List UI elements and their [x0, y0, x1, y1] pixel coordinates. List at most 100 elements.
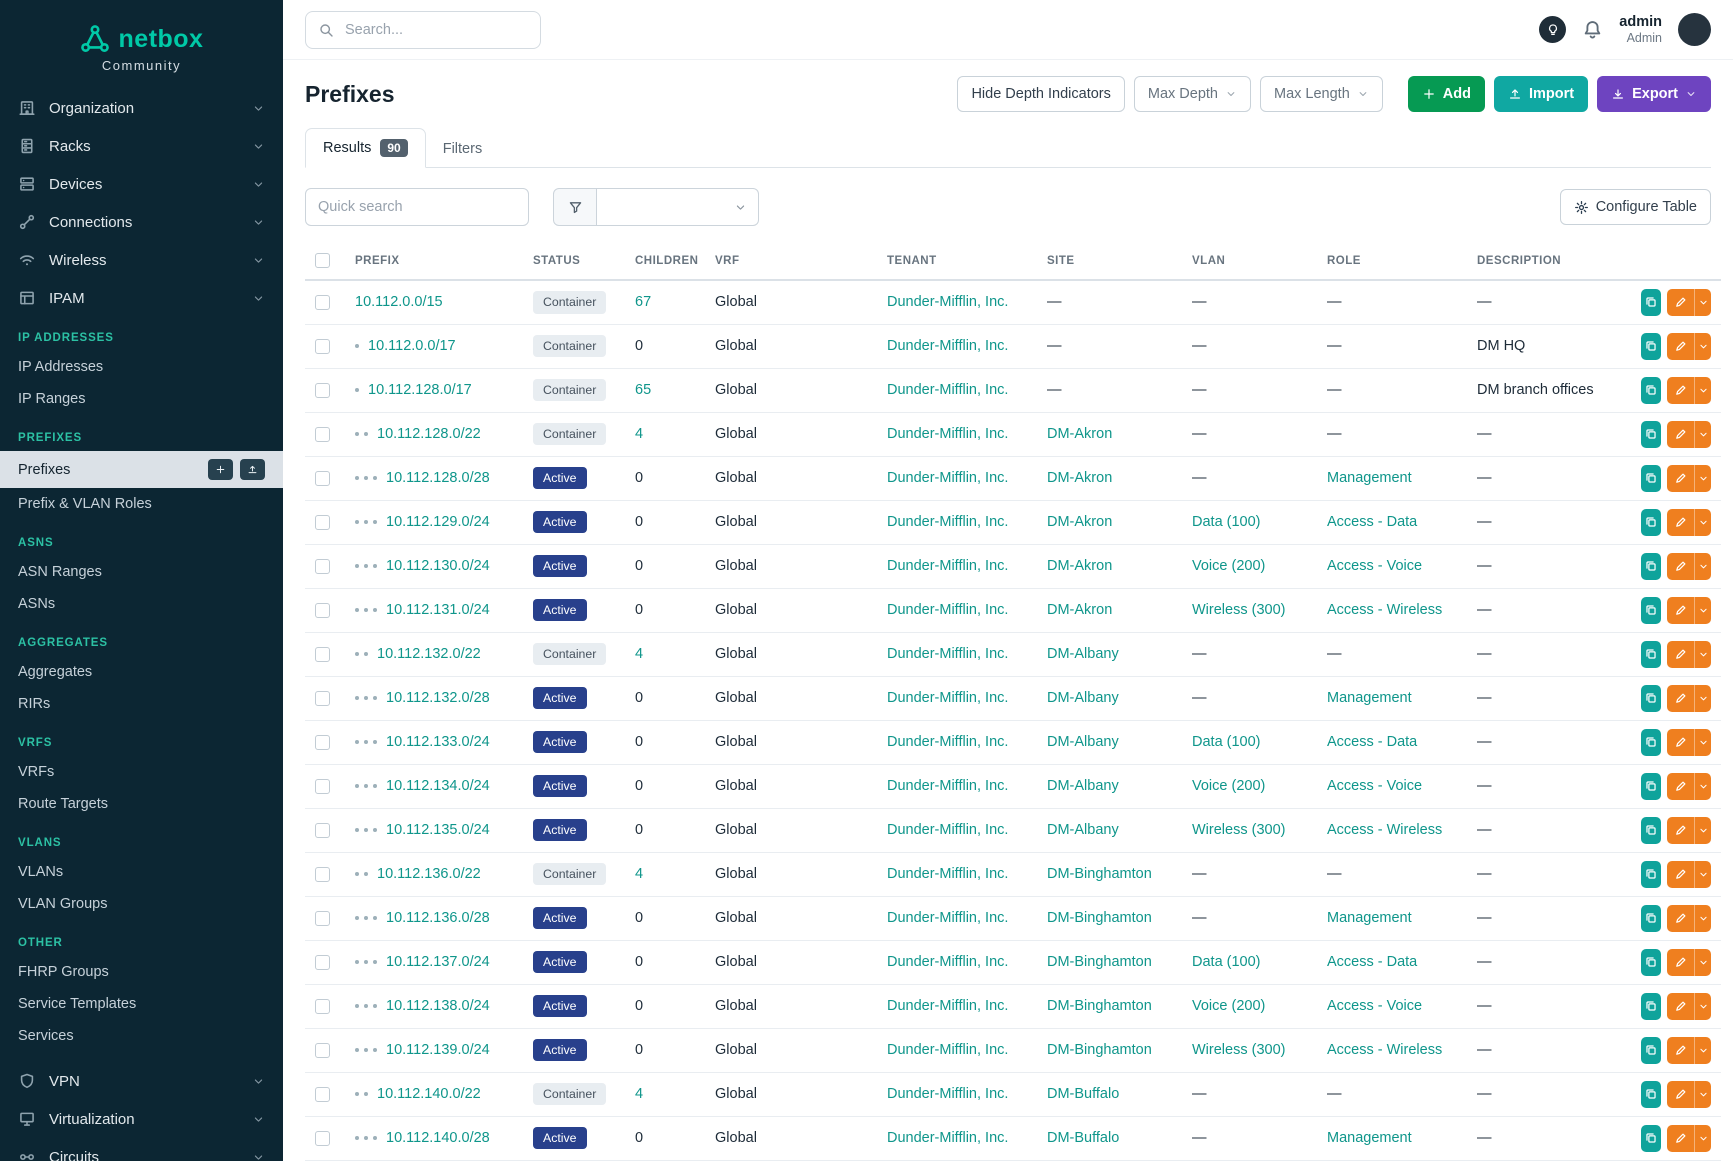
row-checkbox[interactable]	[315, 866, 330, 882]
edit-button[interactable]	[1667, 728, 1694, 756]
role-link[interactable]: Management	[1327, 1130, 1412, 1146]
row-checkbox[interactable]	[315, 294, 330, 310]
site-link[interactable]: DM-Binghamton	[1047, 954, 1152, 970]
sidebar-item-wireless[interactable]: Wireless	[0, 241, 283, 279]
copy-button[interactable]	[1641, 904, 1661, 932]
sidebar-item-fhrp-groups[interactable]: FHRP Groups	[18, 964, 109, 980]
tenant-link[interactable]: Dunder-Mifflin, Inc.	[887, 646, 1009, 662]
edit-button[interactable]	[1667, 640, 1694, 668]
sidebar-item-route-targets[interactable]: Route Targets	[18, 796, 109, 812]
sidebar-item-vlan-groups[interactable]: VLAN Groups	[18, 896, 108, 912]
edit-dropdown-caret[interactable]	[1694, 1036, 1711, 1064]
role-link[interactable]: Access - Voice	[1327, 558, 1423, 574]
sidebar-item-racks[interactable]: Racks	[0, 127, 283, 165]
edit-button[interactable]	[1667, 596, 1694, 624]
edit-dropdown-caret[interactable]	[1694, 1080, 1711, 1108]
row-checkbox[interactable]	[315, 1042, 330, 1058]
max-depth-dropdown[interactable]: Max Depth	[1133, 76, 1251, 112]
edit-button[interactable]	[1667, 992, 1694, 1020]
sidebar-item-virtualization[interactable]: Virtualization	[0, 1100, 283, 1138]
role-link[interactable]: Access - Data	[1327, 514, 1418, 530]
theme-toggle-button[interactable]	[1539, 16, 1567, 43]
edit-dropdown-caret[interactable]	[1694, 332, 1711, 360]
column-header-vrf[interactable]: VRF	[705, 242, 877, 281]
copy-button[interactable]	[1641, 640, 1661, 668]
sidebar-item-prefixes[interactable]: Prefixes	[0, 451, 283, 488]
sidebar-item-organization[interactable]: Organization	[0, 89, 283, 127]
site-link[interactable]: DM-Akron	[1047, 470, 1113, 486]
edit-dropdown-caret[interactable]	[1694, 420, 1711, 448]
edit-dropdown-caret[interactable]	[1694, 992, 1711, 1020]
sidebar-item-vlans[interactable]: VLANs	[18, 864, 64, 880]
edit-dropdown-caret[interactable]	[1694, 1124, 1711, 1152]
sidebar-item-ip-addresses[interactable]: IP Addresses	[18, 359, 104, 375]
prefix-link[interactable]: 10.112.128.0/17	[368, 382, 472, 398]
edit-dropdown-caret[interactable]	[1694, 728, 1711, 756]
site-link[interactable]: DM-Albany	[1047, 822, 1119, 838]
prefix-link[interactable]: 10.112.139.0/24	[386, 1042, 490, 1058]
tenant-link[interactable]: Dunder-Mifflin, Inc.	[887, 382, 1009, 398]
select-all-checkbox[interactable]	[315, 253, 330, 268]
edit-dropdown-caret[interactable]	[1694, 948, 1711, 976]
sidebar-item-circuits[interactable]: Circuits	[0, 1138, 283, 1161]
edit-dropdown-caret[interactable]	[1694, 552, 1711, 580]
tenant-link[interactable]: Dunder-Mifflin, Inc.	[887, 778, 1009, 794]
sidebar-item-service-templates[interactable]: Service Templates	[18, 996, 137, 1012]
tenant-link[interactable]: Dunder-Mifflin, Inc.	[887, 558, 1009, 574]
prefix-link[interactable]: 10.112.0.0/15	[355, 294, 443, 311]
sidebar-item-devices[interactable]: Devices	[0, 165, 283, 203]
site-link[interactable]: DM-Albany	[1047, 690, 1119, 706]
site-link[interactable]: DM-Akron	[1047, 426, 1113, 442]
row-checkbox[interactable]	[315, 910, 330, 926]
edit-dropdown-caret[interactable]	[1694, 904, 1711, 932]
site-link[interactable]: DM-Akron	[1047, 514, 1113, 530]
add-button[interactable]: Add	[1407, 76, 1485, 112]
prefix-link[interactable]: 10.112.135.0/24	[386, 822, 490, 838]
row-checkbox[interactable]	[315, 602, 330, 618]
edit-button[interactable]	[1667, 376, 1694, 404]
prefix-link[interactable]: 10.112.132.0/22	[377, 646, 481, 662]
children-count-link[interactable]: 4	[635, 426, 644, 442]
sidebar-item-ip-ranges[interactable]: IP Ranges	[18, 391, 86, 407]
tenant-link[interactable]: Dunder-Mifflin, Inc.	[887, 866, 1009, 882]
copy-button[interactable]	[1641, 816, 1661, 844]
row-checkbox[interactable]	[315, 954, 330, 970]
site-link[interactable]: DM-Binghamton	[1047, 910, 1152, 926]
prefix-link[interactable]: 10.112.133.0/24	[386, 734, 490, 750]
vlan-link[interactable]: Voice (200)	[1192, 778, 1266, 794]
vlan-link[interactable]: Data (100)	[1192, 734, 1261, 750]
row-checkbox[interactable]	[315, 690, 330, 706]
tenant-link[interactable]: Dunder-Mifflin, Inc.	[887, 734, 1009, 750]
copy-button[interactable]	[1641, 376, 1661, 404]
sidebar-item-ipam[interactable]: IPAM	[0, 279, 283, 317]
prefix-link[interactable]: 10.112.129.0/24	[386, 514, 490, 530]
column-header-vlan[interactable]: VLAN	[1182, 242, 1317, 281]
role-link[interactable]: Access - Wireless	[1327, 822, 1443, 838]
avatar[interactable]	[1678, 13, 1711, 46]
tenant-link[interactable]: Dunder-Mifflin, Inc.	[887, 426, 1009, 442]
hide-depth-indicators-button[interactable]: Hide Depth Indicators	[957, 76, 1125, 112]
role-link[interactable]: Access - Wireless	[1327, 1042, 1443, 1058]
prefix-link[interactable]: 10.112.130.0/24	[386, 558, 490, 574]
copy-button[interactable]	[1641, 420, 1661, 448]
prefix-link[interactable]: 10.112.128.0/22	[377, 426, 481, 442]
row-checkbox[interactable]	[315, 1086, 330, 1102]
prefix-link[interactable]: 10.112.140.0/28	[386, 1130, 490, 1146]
tab-filters[interactable]: Filters	[442, 141, 483, 157]
column-header-prefix[interactable]: PREFIX	[345, 242, 523, 281]
tenant-link[interactable]: Dunder-Mifflin, Inc.	[887, 294, 1009, 311]
tenant-link[interactable]: Dunder-Mifflin, Inc.	[887, 1042, 1009, 1058]
prefix-link[interactable]: 10.112.128.0/28	[386, 470, 490, 486]
tenant-link[interactable]: Dunder-Mifflin, Inc.	[887, 910, 1009, 926]
edit-button[interactable]	[1667, 684, 1694, 712]
row-checkbox[interactable]	[315, 558, 330, 574]
vlan-link[interactable]: Wireless (300)	[1192, 602, 1286, 618]
row-checkbox[interactable]	[315, 426, 330, 442]
children-count-link[interactable]: 4	[635, 1086, 644, 1102]
copy-button[interactable]	[1641, 992, 1661, 1020]
children-count-link[interactable]: 4	[635, 646, 644, 662]
max-length-dropdown[interactable]: Max Length	[1260, 76, 1383, 112]
sidebar-item-connections[interactable]: Connections	[0, 203, 283, 241]
tenant-link[interactable]: Dunder-Mifflin, Inc.	[887, 470, 1009, 486]
role-link[interactable]: Access - Voice	[1327, 998, 1423, 1014]
